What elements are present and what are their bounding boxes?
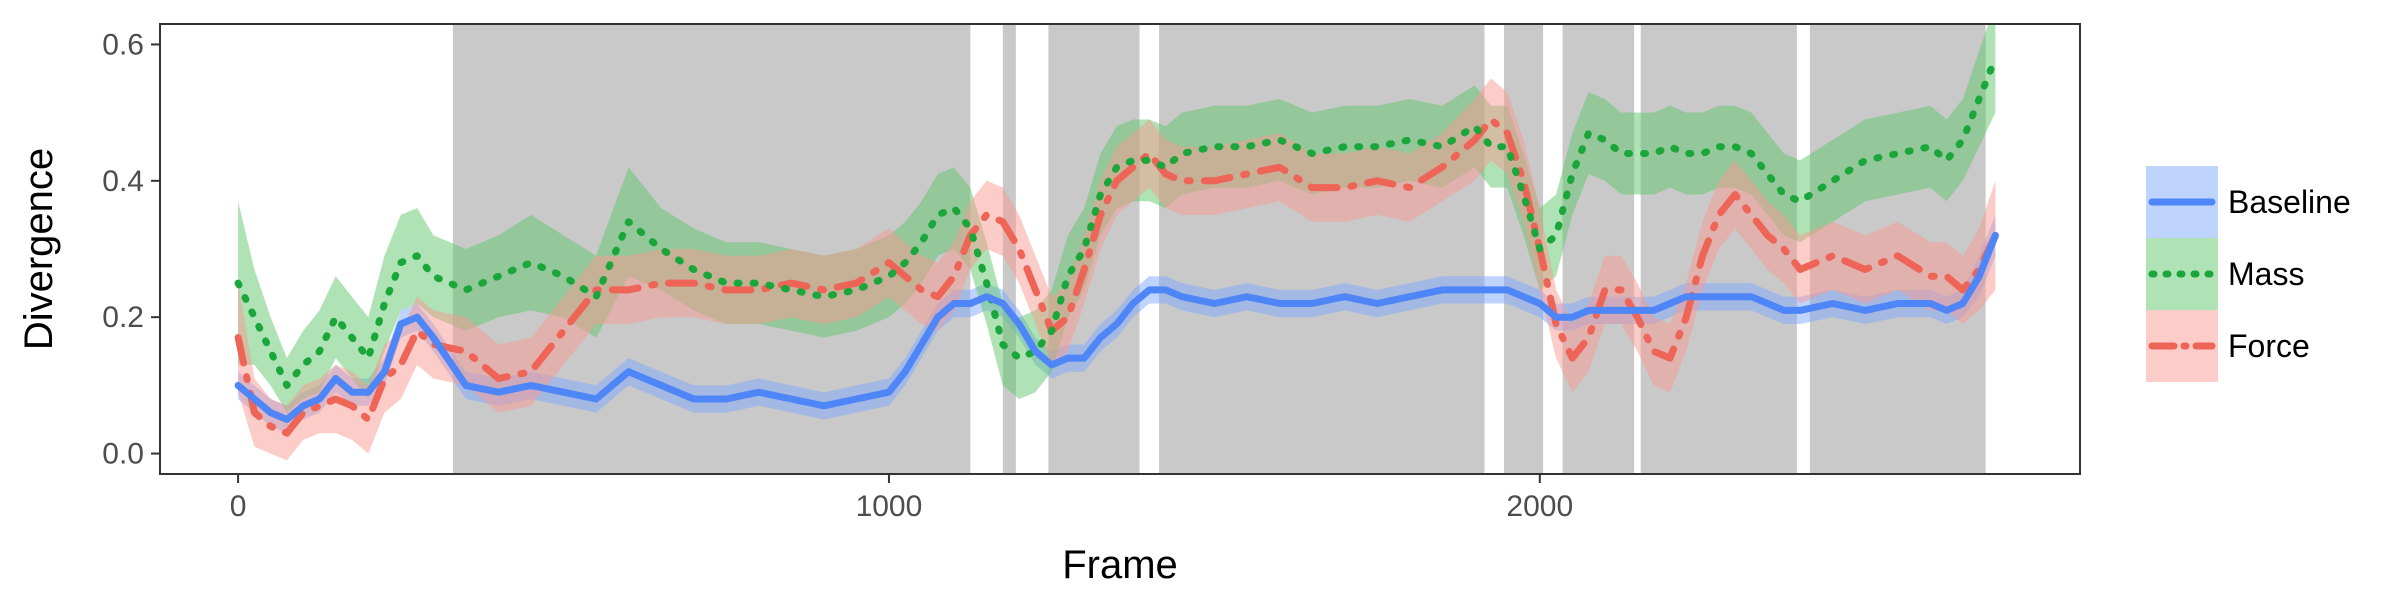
y-tick-label: 0.6 — [102, 28, 144, 61]
y-tick-label: 0.0 — [102, 438, 144, 471]
legend-item-mass: Mass — [2146, 238, 2304, 310]
y-axis-ticks: 0.0 0.2 0.4 0.6 — [102, 28, 160, 471]
legend-label: Mass — [2228, 256, 2304, 292]
line-baseline — [234, 231, 1999, 423]
legend-label: Baseline — [2228, 184, 2351, 220]
legend-item-force: Force — [2146, 310, 2310, 382]
y-tick-label: 0.4 — [102, 165, 144, 198]
legend-item-baseline: Baseline — [2146, 166, 2351, 238]
y-tick-label: 0.2 — [102, 301, 144, 334]
shaded-region — [1159, 24, 1485, 474]
line-mass — [234, 54, 1999, 389]
line-force — [234, 116, 1999, 437]
series-lines — [234, 54, 1999, 437]
band-force — [238, 78, 1996, 461]
x-axis-ticks: 0 1000 2000 — [230, 474, 1573, 523]
legend-label: Force — [2228, 328, 2310, 364]
shaded-region — [1562, 24, 1635, 474]
y-axis-title: Divergence — [17, 148, 61, 350]
legend: Baseline Mass Force — [2146, 166, 2351, 382]
x-tick-label: 1000 — [856, 490, 923, 523]
x-tick-label: 0 — [230, 490, 247, 523]
x-axis-title: Frame — [1062, 543, 1178, 587]
plot-panel-border — [159, 23, 2081, 475]
x-tick-label: 2000 — [1506, 490, 1573, 523]
